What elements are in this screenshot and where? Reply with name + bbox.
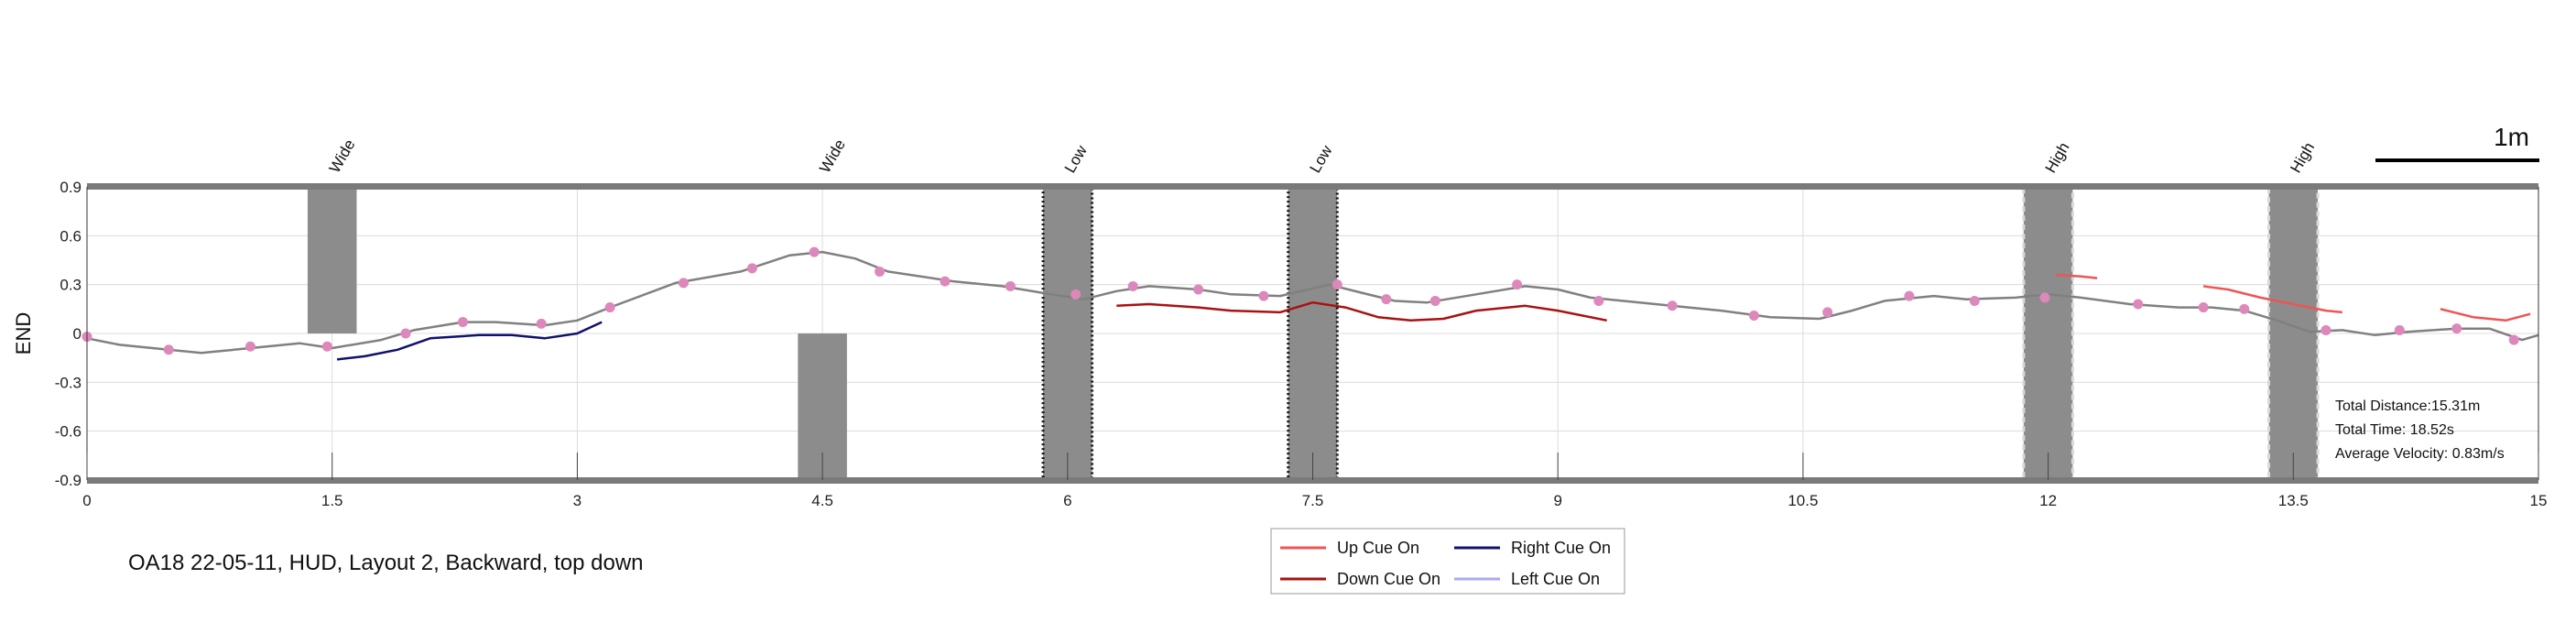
- series-0-segment-0: [2056, 273, 2098, 279]
- trajectory-marker: [457, 317, 468, 328]
- obstacle-2: [1041, 185, 1094, 482]
- scale-bar-label: 1m: [2494, 123, 2529, 151]
- x-tick-label: 4.5: [811, 492, 833, 509]
- trajectory-marker: [1904, 290, 1915, 301]
- obstacle-label-0: Wide: [326, 136, 359, 176]
- obstacle-label-4: High: [2042, 139, 2073, 176]
- plot-frame: [86, 183, 2539, 484]
- obstacle-5: [2267, 185, 2320, 482]
- trajectory-marker: [321, 341, 332, 352]
- trajectory-marker: [809, 246, 820, 257]
- trajectory-marker: [678, 278, 689, 289]
- trajectory-marker: [163, 344, 174, 355]
- trajectory-marker: [604, 302, 615, 313]
- legend: Up Cue On Right Cue On Down Cue On Left Cue…: [1270, 528, 1625, 595]
- bottom-boundary: [87, 477, 2538, 484]
- trajectory-marker: [1258, 290, 1269, 301]
- obstacle-4: [2022, 185, 2074, 482]
- legend-label-0: Up Cue On: [1337, 539, 1419, 557]
- figure-caption: OA18 22-05-11, HUD, Layout 2, Backward, …: [128, 551, 644, 575]
- obstacle-label-5: High: [2287, 139, 2318, 176]
- trajectory-marker: [875, 266, 886, 277]
- y-tick-label: 0.6: [60, 227, 82, 245]
- x-tick-label: 15: [2530, 492, 2548, 509]
- trajectory-marker: [400, 328, 411, 339]
- y-tick-label: -0.3: [55, 374, 82, 391]
- legend-label-3: Left Cue On: [1511, 570, 1600, 588]
- trajectory-marker: [1381, 294, 1392, 305]
- trajectory-marker: [2133, 299, 2144, 310]
- trajectory-marker: [1071, 289, 1081, 300]
- trajectory-marker: [1748, 310, 1759, 321]
- trajectory-marker: [2198, 302, 2209, 313]
- trajectory-marker: [2508, 334, 2519, 345]
- x-tick-label: 3: [573, 492, 582, 509]
- trajectory-marker: [1969, 295, 1980, 306]
- stat-line-1: Total Time: 18.52s: [2335, 422, 2454, 438]
- series-0-segment-1: [2202, 285, 2342, 314]
- x-tick-label: 9: [1553, 492, 1561, 509]
- trajectory-marker: [2239, 303, 2250, 314]
- x-tick-label: 12: [2039, 492, 2057, 509]
- obstacle-3: [1287, 185, 1339, 482]
- top-boundary: [87, 183, 2538, 190]
- trajectory-marker: [1667, 300, 1678, 311]
- y-tick-label: -0.9: [55, 472, 82, 489]
- x-tick-label: 13.5: [2278, 492, 2309, 509]
- trajectory-marker: [2451, 323, 2462, 334]
- trajectory-marker: [1822, 307, 1833, 318]
- trajectory-marker: [2039, 292, 2050, 303]
- trajectory-marker: [1005, 280, 1016, 291]
- stats-box: Total Distance:15.31m Total Time: 18.52s A…: [2335, 398, 2505, 462]
- trajectory-marker: [746, 263, 757, 274]
- trajectory-marker: [2321, 324, 2331, 335]
- trajectory-marker: [536, 318, 547, 329]
- axis-ticks: 0 1.5 3 4.5 6 7.5 9 10.5 12 13.5 15 0.9 0.6 0.3 0 -0.3 -…: [55, 179, 2548, 509]
- trajectory-marker: [2394, 324, 2405, 335]
- trajectory-marker: [1193, 284, 1204, 295]
- trajectory-marker: [1331, 279, 1342, 290]
- obstacle-labels: Wide Wide Low Low High High: [326, 136, 2319, 176]
- legend-label-1: Right Cue On: [1511, 539, 1611, 557]
- series-1-segment-0: [336, 321, 603, 361]
- legend-label-2: Down Cue On: [1337, 570, 1440, 588]
- obstacle-label-3: Low: [1307, 142, 1336, 176]
- x-tick-label: 0: [82, 492, 91, 509]
- trajectory-marker: [1593, 295, 1604, 306]
- obstacle-0: [307, 187, 357, 333]
- stat-line-2: Average Velocity: 0.83m/s: [2335, 446, 2505, 462]
- trajectory-marker: [1429, 295, 1440, 306]
- x-tick-label: 1.5: [321, 492, 343, 509]
- trajectory-marker: [940, 276, 951, 287]
- x-tick-label: 7.5: [1302, 492, 1324, 509]
- series-0-segment-2: [2440, 308, 2531, 322]
- x-tick-label: 10.5: [1788, 492, 1818, 509]
- x-tick-label: 6: [1063, 492, 1071, 509]
- legend-box: [1270, 528, 1625, 595]
- trajectory-marker: [1512, 279, 1523, 290]
- stat-line-0: Total Distance:15.31m: [2335, 398, 2480, 414]
- y-tick-label: 0: [73, 325, 82, 343]
- y-tick-label: 0.9: [60, 179, 82, 196]
- y-tick-label: 0.3: [60, 277, 82, 294]
- obstacle-label-1: Wide: [816, 136, 849, 176]
- scale-bar: 1m: [2375, 123, 2539, 162]
- trajectory-marker: [1127, 280, 1138, 291]
- y-tick-label: -0.6: [55, 423, 82, 441]
- trajectory-marker: [245, 341, 255, 352]
- y-axis-label: END: [12, 312, 35, 355]
- series-2-segment-0: [1116, 300, 1607, 322]
- obstacle-label-2: Low: [1061, 142, 1091, 176]
